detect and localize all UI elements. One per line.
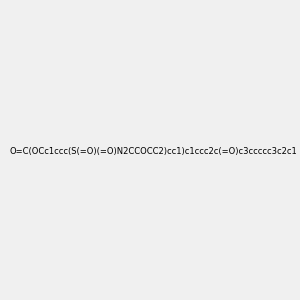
Text: O=C(OCc1ccc(S(=O)(=O)N2CCOCC2)cc1)c1ccc2c(=O)c3ccccc3c2c1: O=C(OCc1ccc(S(=O)(=O)N2CCOCC2)cc1)c1ccc2… [10, 147, 298, 156]
